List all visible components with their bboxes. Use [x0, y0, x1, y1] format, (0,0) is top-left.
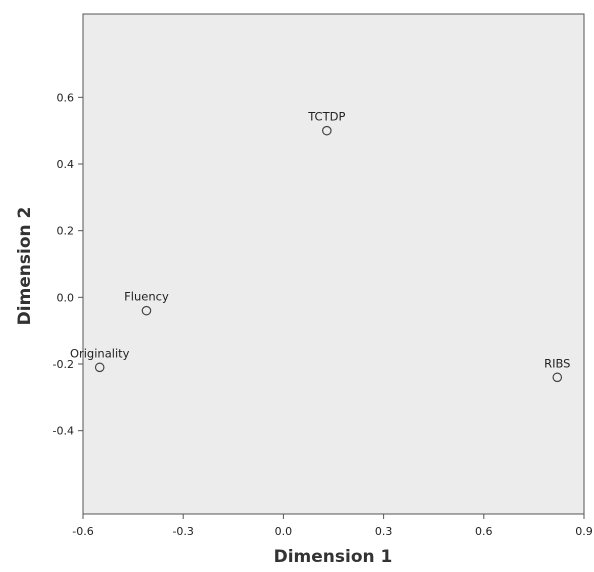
y-tick-label: 0.2 [57, 225, 75, 238]
x-tick-label: -0.6 [72, 525, 93, 538]
x-tick-label: -0.3 [172, 525, 193, 538]
y-tick-label: -0.2 [53, 358, 74, 371]
data-points: TCTDP Fluency Originality RIBS [70, 110, 570, 383]
y-axis: -0.4 -0.2 0.0 0.2 0.4 0.6 [53, 91, 83, 438]
y-axis-title: Dimension 2 [15, 207, 35, 326]
y-tick-label: 0.4 [57, 158, 75, 171]
y-tick-label: -0.4 [53, 425, 74, 438]
data-point-label: TCTDP [307, 110, 345, 124]
plot-area [82, 13, 585, 515]
data-point-marker [322, 125, 332, 136]
x-tick-label: 0.9 [575, 525, 593, 538]
data-point-marker [141, 305, 152, 316]
x-tick-label: 0.0 [275, 525, 293, 538]
y-tick-label: 0.0 [57, 291, 75, 304]
data-point-marker [94, 362, 105, 373]
data-point-label: Fluency [124, 290, 169, 304]
x-axis: -0.6 -0.3 0.0 0.3 0.6 0.9 [72, 514, 593, 538]
data-point-label: Originality [70, 346, 130, 360]
x-tick-label: 0.3 [375, 525, 393, 538]
x-axis-title: Dimension 1 [274, 547, 393, 567]
y-tick-label: 0.6 [57, 91, 75, 104]
data-point-label: RIBS [544, 356, 570, 370]
data-point-marker [552, 372, 563, 383]
x-tick-label: 0.6 [475, 525, 493, 538]
